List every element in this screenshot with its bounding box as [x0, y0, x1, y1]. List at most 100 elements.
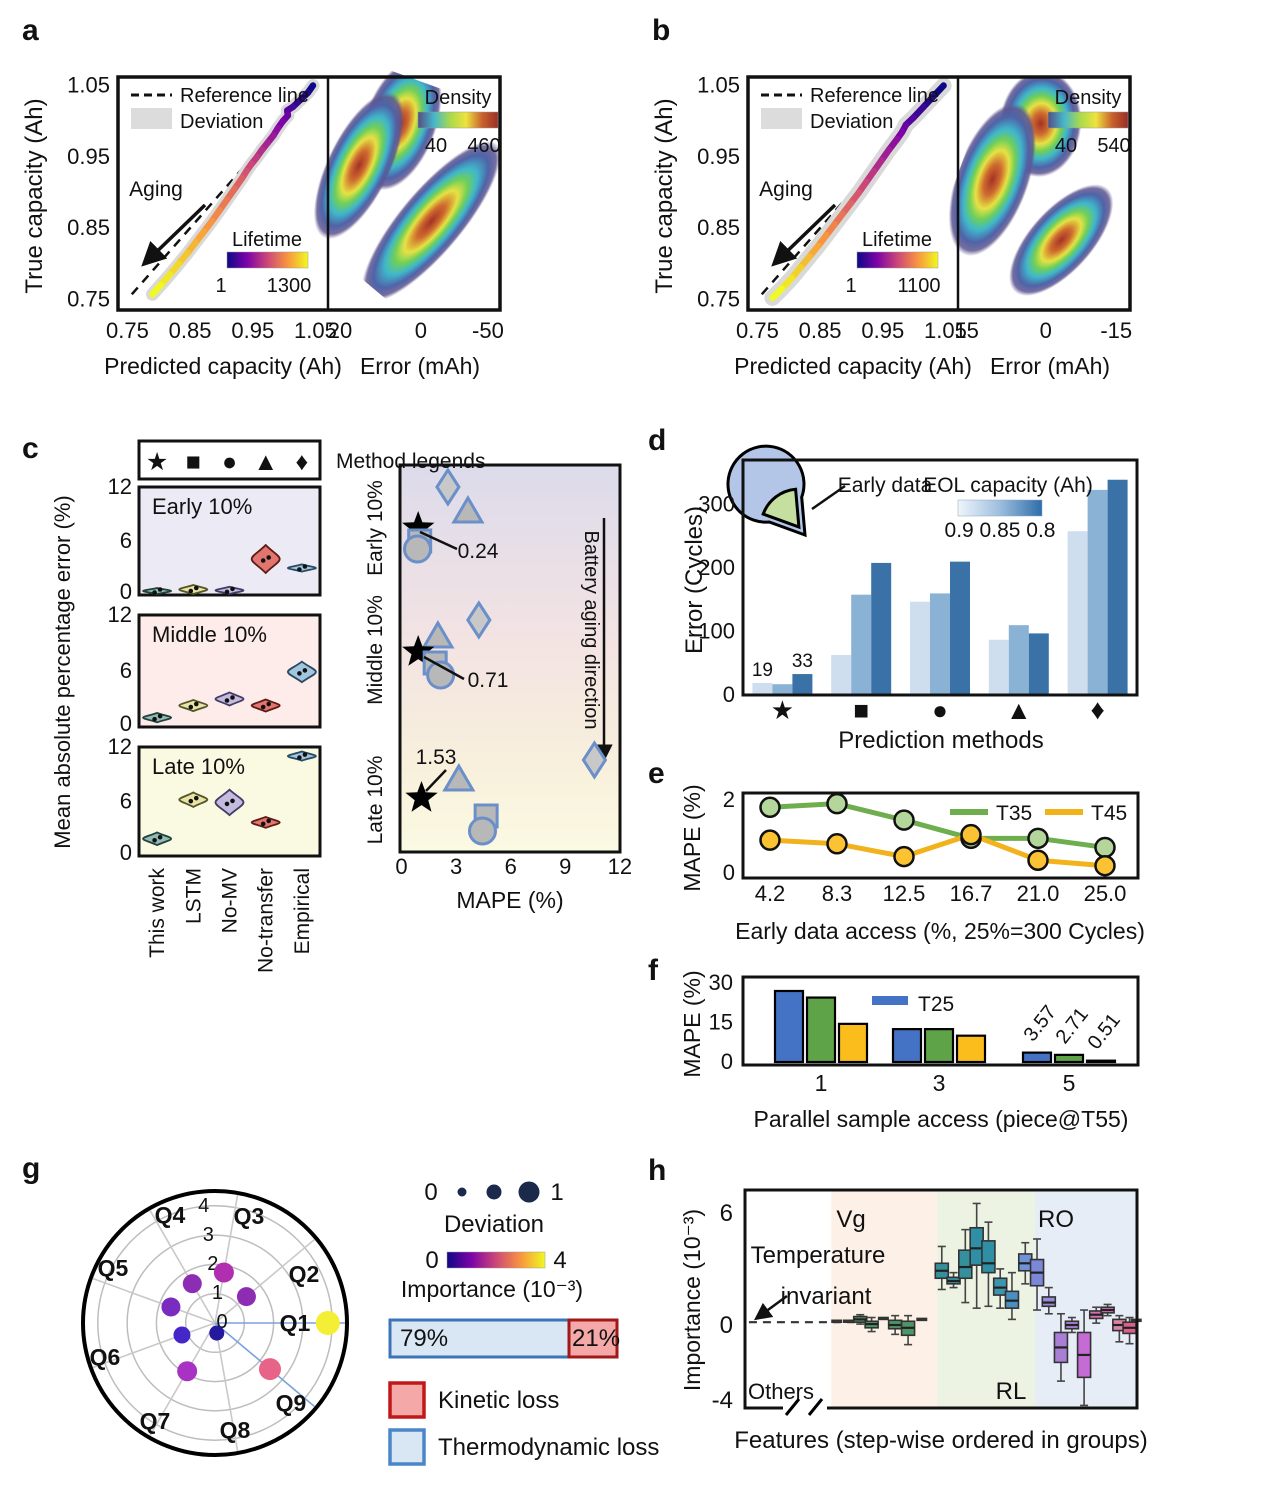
marker-triangle — [442, 763, 476, 792]
violin-y-tick: 0 — [120, 840, 132, 865]
scatter-x-tick: 9 — [559, 854, 571, 879]
scatter-x-tick: 3 — [450, 854, 462, 879]
line-T35 — [769, 801, 1106, 850]
panel-h-others-annotation: Others — [748, 1379, 814, 1404]
panel-g-deviation-max: 1 — [550, 1179, 563, 1206]
panel-a-lifetime-title: Lifetime — [232, 229, 302, 251]
quarter-dot-Q2 — [236, 1287, 256, 1307]
dot-T45 — [759, 829, 781, 851]
y-tick-label: 0.85 — [67, 215, 110, 240]
method-symbol-tick: ■ — [853, 695, 869, 725]
density-blob — [1009, 184, 1114, 296]
panel-c-row-label-late: Late 10% — [364, 756, 387, 845]
quarter-label-Q7: Q7 — [140, 1408, 171, 1434]
bar-group1-s1 — [805, 996, 837, 1064]
bar-group1-s0 — [773, 989, 805, 1064]
bar-★-0.9 — [752, 682, 773, 695]
panel-g-letter: g — [22, 1152, 40, 1185]
panel-e-letter: e — [648, 757, 665, 790]
x-tick-label: 5 — [1063, 1070, 1076, 1096]
violin-no-transfer — [250, 815, 281, 829]
quarter-dot-Q5 — [161, 1297, 181, 1317]
legend-swatch-t25 — [872, 996, 908, 1005]
method-symbol: ● — [222, 448, 237, 476]
method-axis-label: No-MV — [219, 868, 242, 933]
y-tick-label: 0 — [723, 860, 735, 885]
y-tick-label: 100 — [698, 619, 735, 644]
marker-diamond — [581, 740, 608, 780]
marker-star — [402, 511, 435, 542]
quarter-dot-Q1 — [315, 1311, 340, 1335]
marker-circle — [403, 534, 433, 564]
error-tick-label: 15 — [954, 318, 978, 343]
deviation-size-dot — [457, 1187, 467, 1197]
method-axis-label: LSTM — [182, 868, 205, 924]
violin-lstm — [178, 791, 209, 808]
violin-point — [297, 671, 302, 676]
density-blob — [313, 91, 405, 240]
violin-point — [260, 704, 266, 710]
pie-slice-early-data — [761, 487, 801, 530]
bar-group3-s0 — [891, 1028, 923, 1064]
panel-c-method-legend-title: Method legends — [336, 450, 485, 473]
annotation-line — [425, 769, 447, 792]
violin-point — [157, 713, 163, 719]
bar-●-0.9 — [910, 601, 930, 695]
violin-point — [260, 558, 266, 563]
ring-label: 0 — [216, 1311, 227, 1333]
panel-g-kinetic-label: Kinetic loss — [438, 1387, 559, 1414]
quarter-label-Q3: Q3 — [234, 1203, 265, 1229]
panel-g-importance-min: 0 — [425, 1247, 438, 1274]
panel-c-aging-direction-label: Battery aging direction — [580, 530, 602, 729]
stacked-bar-thermo — [388, 1318, 571, 1359]
error-tick-label: 0 — [415, 318, 427, 343]
panel-h-invariant-annotation: invariant — [781, 1283, 872, 1310]
violin-empirical — [286, 750, 317, 762]
bar-●-0.8 — [950, 561, 970, 695]
panel-a-legend-deviation-label: Deviation — [180, 111, 263, 133]
panel-g-stacked-thermo-pct: 79% — [400, 1325, 448, 1352]
pie-leader-line — [811, 484, 846, 511]
marker-star — [405, 781, 438, 812]
panel-b-density-min: 40 — [1055, 135, 1077, 157]
bar-group5-s1 — [1053, 1053, 1085, 1064]
panel-f-ylabel: MAPE (%) — [679, 970, 705, 1077]
quarter-dot-Q7 — [177, 1361, 198, 1382]
quarter-label-Q1: Q1 — [280, 1310, 311, 1336]
marker-star — [402, 635, 435, 666]
method-legend-strip — [137, 439, 322, 481]
method-symbol: ■ — [186, 448, 201, 476]
panel-h: 6 0 -4 — [712, 1188, 1142, 1416]
panel-d-pie-label: Early data — [838, 474, 933, 497]
violin-point — [266, 555, 272, 560]
bar-♦-0.85 — [1087, 489, 1108, 695]
panel-a-density-max: 460 — [467, 135, 500, 157]
bar-★-0.85 — [772, 684, 793, 695]
panel-c-scatter-xlabel: MAPE (%) — [456, 887, 563, 913]
x-tick-label: 16.7 — [950, 881, 993, 906]
marker-triangle — [451, 495, 485, 524]
x-tick-label: 3 — [933, 1070, 946, 1096]
panel-b-density-max: 540 — [1097, 135, 1130, 157]
annotation-value: 0.24 — [458, 540, 499, 563]
panel-g-thermo-label: Thermodynamic loss — [438, 1434, 659, 1461]
thermo-swatch — [388, 1428, 426, 1466]
legend-deviation-swatch — [761, 108, 802, 129]
panel-d-ylabel: Error (Cycles) — [681, 506, 708, 654]
x-tick-label: 12.5 — [883, 881, 926, 906]
invariant-arrow — [753, 1294, 788, 1321]
bar-▲-0.9 — [988, 639, 1009, 695]
stacked-bar-kinetic — [567, 1318, 619, 1359]
panel-b-legend-reference-label: Reference line — [810, 85, 939, 107]
bar-■-0.85 — [851, 594, 872, 695]
scatter-x-tick: 0 — [395, 854, 407, 879]
region-vg — [831, 1190, 938, 1408]
violin-this-work — [142, 587, 173, 595]
panel-h-ylabel: Importance (10⁻³) — [679, 1209, 705, 1391]
eol-colorbar — [957, 499, 1043, 517]
violin-point — [266, 701, 272, 707]
violin-point — [260, 821, 266, 827]
